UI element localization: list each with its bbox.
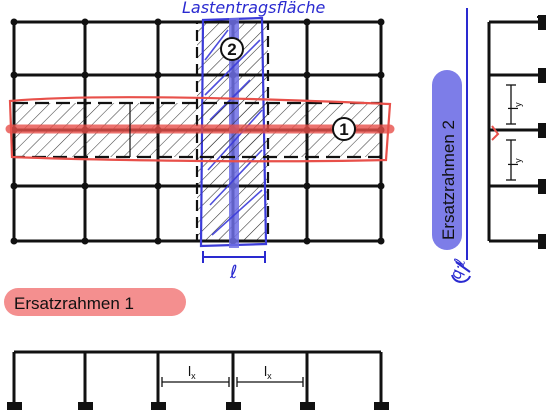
frame-2-spans <box>506 84 516 181</box>
frame-1-label-group: Ersatzrahmen 1 <box>4 288 186 316</box>
load-strip-1 <box>5 96 395 163</box>
strip-marker-2: 2 <box>220 37 244 61</box>
frame-1-spans <box>161 377 304 387</box>
span-label-y-1: ly <box>505 102 523 110</box>
marker-1-text: 1 <box>339 120 348 139</box>
frame-2-structure <box>487 16 545 243</box>
red-tick-mark <box>491 125 500 141</box>
span-label-x-1: lx <box>188 363 196 381</box>
blue-strip-outline <box>199 16 268 248</box>
marker-2-text: 2 <box>227 40 236 59</box>
frame-2-label: Ersatzrahmen 2 <box>439 120 458 240</box>
load-area-annotation: Lastentragsfläche <box>182 0 326 17</box>
frame-2-supports <box>538 15 546 249</box>
red-strip-outline <box>8 96 392 163</box>
side-load-annotation: q·ℓ <box>446 257 469 281</box>
frame-1-structure <box>12 350 383 406</box>
strip-marker-1: 1 <box>332 117 356 141</box>
load-arrow-scribble <box>451 261 471 283</box>
frame-1-label: Ersatzrahmen 1 <box>14 294 134 313</box>
frame-2-label-group: Ersatzrahmen 2 <box>432 70 462 250</box>
width-dimension <box>202 251 266 263</box>
span-label-y-2: ly <box>505 158 523 166</box>
span-label-x-2: lx <box>264 363 272 381</box>
width-symbol: ℓ <box>229 262 237 283</box>
frame-1-supports <box>7 402 389 410</box>
